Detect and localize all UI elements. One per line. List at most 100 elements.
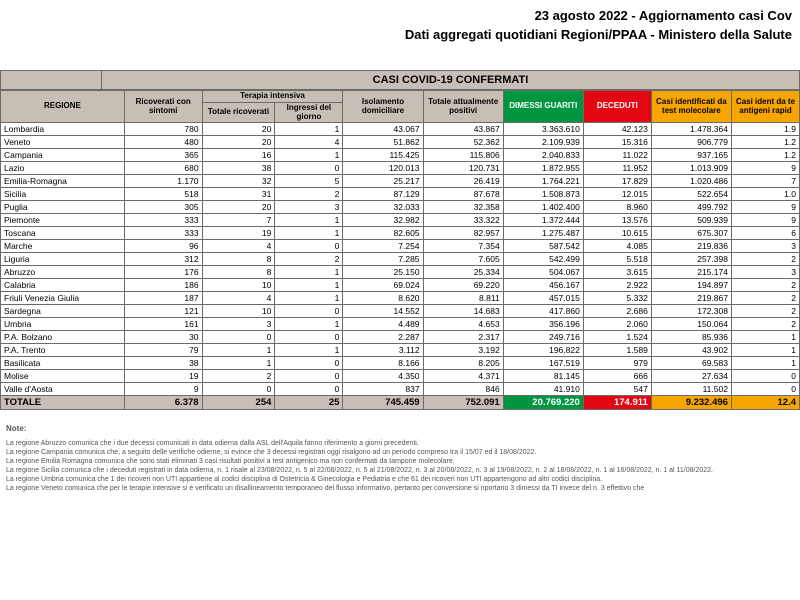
- table-row: Puglia30520332.03332.3581.402.4008.96049…: [1, 201, 800, 214]
- cell-value: 25.150: [343, 266, 423, 279]
- cell-value: 1.170: [124, 175, 202, 188]
- cell-value: 680: [124, 162, 202, 175]
- cell-region: Lazio: [1, 162, 125, 175]
- cell-value: 16: [202, 149, 275, 162]
- cell-value: 356.196: [503, 318, 583, 331]
- note-line: La regione Campania comunica che, a segu…: [6, 448, 794, 457]
- cell-value: 837: [343, 383, 423, 396]
- cell-value: 32: [202, 175, 275, 188]
- cell-value: 1: [275, 279, 343, 292]
- cell-value: 194.897: [651, 279, 731, 292]
- cell-value: 8.960: [583, 201, 651, 214]
- cell-value: 2: [275, 188, 343, 201]
- cell-value: 1.020.486: [651, 175, 731, 188]
- table-row: Emilia-Romagna1.17032525.21726.4191.764.…: [1, 175, 800, 188]
- cell-value: 38: [202, 162, 275, 175]
- cell-value: 1: [275, 292, 343, 305]
- cell-value: 8.620: [343, 292, 423, 305]
- table-row: Lombardia78020143.06743.8673.363.61042.1…: [1, 123, 800, 136]
- cell-value: 51.862: [343, 136, 423, 149]
- cell-value: 0: [275, 162, 343, 175]
- cell-value: 1.2: [731, 136, 799, 149]
- cell-value: 249.716: [503, 331, 583, 344]
- cell-value: 1.524: [583, 331, 651, 344]
- cell-value: 1: [275, 318, 343, 331]
- cell-value: 3: [731, 240, 799, 253]
- cell-value: 333: [124, 214, 202, 227]
- cell-value: 196.822: [503, 344, 583, 357]
- cell-value: 8.811: [423, 292, 503, 305]
- cell-value: 3.363.610: [503, 123, 583, 136]
- cell-value: 1: [275, 123, 343, 136]
- cell-value: 480: [124, 136, 202, 149]
- table-head: REGIONE Ricoverati con sintomi Terapia i…: [1, 91, 800, 123]
- cell-region: Piemonte: [1, 214, 125, 227]
- cell-value: 2: [731, 292, 799, 305]
- cell-value: 0: [275, 357, 343, 370]
- cell-value: 1: [275, 214, 343, 227]
- cell-value: 11.952: [583, 162, 651, 175]
- cell-region: P.A. Bolzano: [1, 331, 125, 344]
- col-molec: Casi identificati da test molecolare: [651, 91, 731, 123]
- cell-value: 0: [202, 383, 275, 396]
- cell-value: 504.067: [503, 266, 583, 279]
- cell-value: 4.085: [583, 240, 651, 253]
- cell-value: 333: [124, 227, 202, 240]
- table-row: Basilicata38108.1668.205167.51997969.583…: [1, 357, 800, 370]
- cell-value: 1.589: [583, 344, 651, 357]
- table-row: Sicilia51831287.12987.6781.508.87312.015…: [1, 188, 800, 201]
- cell-value: 1.2: [731, 149, 799, 162]
- cell-value: 312: [124, 253, 202, 266]
- cell-value: 0: [202, 331, 275, 344]
- cell-value: 522.654: [651, 188, 731, 201]
- cell-value: 8: [202, 253, 275, 266]
- super-header-title: CASI COVID-19 CONFERMATI: [102, 70, 800, 90]
- cell-value: 0: [275, 370, 343, 383]
- cell-value: 1.372.444: [503, 214, 583, 227]
- table-row: P.A. Trento79113.1123.192196.8221.58943.…: [1, 344, 800, 357]
- cell-value: 120.731: [423, 162, 503, 175]
- cell-value: 937.165: [651, 149, 731, 162]
- cell-value: 11.022: [583, 149, 651, 162]
- cell-value: 3.112: [343, 344, 423, 357]
- cell-value: 8.205: [423, 357, 503, 370]
- cell-value: 13.576: [583, 214, 651, 227]
- cell-value: 2.317: [423, 331, 503, 344]
- table-super-header-row: CASI COVID-19 CONFERMATI: [0, 70, 800, 90]
- cell-value: 547: [583, 383, 651, 396]
- cell-value: 14.683: [423, 305, 503, 318]
- table-row: Valle d'Aosta90083784641.91054711.5020: [1, 383, 800, 396]
- super-header-spacer: [0, 70, 102, 90]
- cell-value: 32.033: [343, 201, 423, 214]
- table-row: Piemonte3337132.98233.3221.372.44413.576…: [1, 214, 800, 227]
- notes-title: Note:: [6, 424, 794, 434]
- cell-value: 4.489: [343, 318, 423, 331]
- cell-value: 3.615: [583, 266, 651, 279]
- cell-value: 52.362: [423, 136, 503, 149]
- cell-value: 1.0: [731, 188, 799, 201]
- cell-value: 1.764.221: [503, 175, 583, 188]
- cell-value: 1.9: [731, 123, 799, 136]
- cell-value: 2.922: [583, 279, 651, 292]
- cell-value: 846: [423, 383, 503, 396]
- cell-value: 82.605: [343, 227, 423, 240]
- cell-region: Liguria: [1, 253, 125, 266]
- cell-region: Molise: [1, 370, 125, 383]
- col-guariti: DIMESSI GUARITI: [503, 91, 583, 123]
- cell-value: 4: [202, 240, 275, 253]
- cell-value: 666: [583, 370, 651, 383]
- cell-value: 4: [275, 136, 343, 149]
- cell-value-total: 174.911: [583, 396, 651, 410]
- note-line: La regione Abruzzo comunica che i due de…: [6, 439, 794, 448]
- note-line: La regione Sicilia comunica che i decedu…: [6, 466, 794, 475]
- cell-value: 172.308: [651, 305, 731, 318]
- cell-value: 979: [583, 357, 651, 370]
- cell-region: Toscana: [1, 227, 125, 240]
- cell-value: 9: [731, 214, 799, 227]
- cell-value: 25.334: [423, 266, 503, 279]
- cell-value: 257.398: [651, 253, 731, 266]
- cell-value: 3: [731, 266, 799, 279]
- cell-value: 7.254: [343, 240, 423, 253]
- note-line: La regione Umbria comunica che 1 dei ric…: [6, 475, 794, 484]
- cell-value: 542.499: [503, 253, 583, 266]
